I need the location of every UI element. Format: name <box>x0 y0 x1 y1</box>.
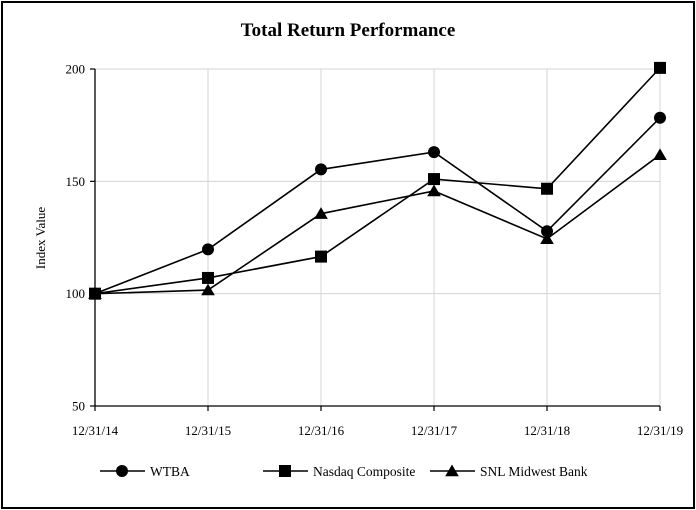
y-tick-label: 150 <box>66 174 86 189</box>
data-point-wtba <box>428 146 440 159</box>
data-point-snl-midwest-bank <box>427 184 441 197</box>
series-line-snl-midwest-bank <box>94 154 661 295</box>
y-tick-label: 50 <box>72 399 85 414</box>
legend-marker-wtba <box>116 465 128 477</box>
x-tick-labels: 12/31/14 12/31/15 12/31/16 12/31/17 12/31/18… <box>72 423 683 438</box>
legend-label-snl-midwest-bank: SNL Midwest Bank <box>480 464 588 479</box>
x-tick-label: 12/31/18 <box>524 423 570 438</box>
legend-label-wtba: WTBA <box>150 464 190 479</box>
data-point-snl-midwest-bank <box>540 232 554 245</box>
data-point-wtba <box>315 163 327 176</box>
data-point-snl-midwest-bank <box>201 283 215 296</box>
series-line-nasdaq-composite <box>94 67 661 295</box>
x-tick-label: 12/31/14 <box>72 423 119 438</box>
data-point-snl-midwest-bank <box>88 287 102 299</box>
legend: WTBA Nasdaq Composite SNL Midwest Bank <box>100 464 588 479</box>
data-point-nasdaq-composite <box>428 173 440 186</box>
x-tick-label: 12/31/15 <box>185 423 231 438</box>
data-point-nasdaq-composite <box>541 182 553 195</box>
y-axis-label: Index Value <box>33 207 48 269</box>
legend-label-nasdaq-composite: Nasdaq Composite <box>313 464 415 479</box>
data-point-wtba <box>541 225 553 238</box>
data-point-nasdaq-composite <box>315 250 327 263</box>
series-lines <box>88 61 667 300</box>
data-point-nasdaq-composite <box>202 271 214 284</box>
x-tick-label: 12/31/16 <box>298 423 345 438</box>
data-point-snl-midwest-bank <box>314 207 328 219</box>
legend-marker-snl-midwest-bank <box>445 464 459 477</box>
grid-lines <box>95 68 661 406</box>
axes <box>90 68 661 411</box>
data-point-nasdaq-composite <box>654 61 666 74</box>
y-tick-label: 200 <box>66 62 86 77</box>
series-line-wtba <box>94 117 661 295</box>
legend-marker-nasdaq-composite <box>279 465 291 477</box>
data-point-wtba <box>654 111 666 124</box>
chart-title: Total Return Performance <box>241 20 456 41</box>
data-point-wtba <box>202 243 214 256</box>
x-tick-label: 12/31/19 <box>637 423 683 438</box>
y-tick-labels: 50 100 150 200 <box>66 62 86 414</box>
data-point-snl-midwest-bank <box>653 148 667 161</box>
x-tick-label: 12/31/17 <box>411 423 458 438</box>
y-tick-label: 100 <box>66 286 86 301</box>
